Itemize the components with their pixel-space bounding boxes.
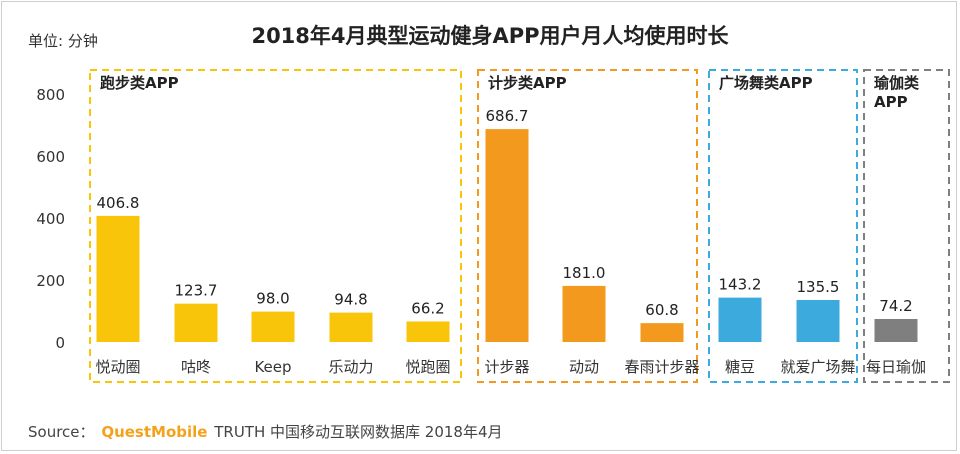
chart-title: 2018年4月典型运动健身APP用户月人均使用时长 — [251, 24, 729, 48]
data-label: 66.2 — [411, 299, 444, 317]
group-box — [477, 69, 698, 383]
y-tick-label: 800 — [36, 86, 65, 104]
bar — [718, 297, 762, 342]
data-label: 60.8 — [645, 301, 678, 319]
data-label: 94.8 — [334, 291, 367, 309]
y-axis-unit: 单位: 分钟 — [28, 32, 98, 50]
bar — [562, 285, 606, 342]
x-tick-label: 悦动圈 — [95, 358, 140, 376]
y-tick-label: 600 — [36, 148, 65, 166]
x-tick-label: 悦跑圈 — [405, 358, 450, 376]
data-label: 74.2 — [879, 297, 912, 315]
source-line: Source： QuestMobile TRUTH 中国移动互联网数据库 201… — [28, 421, 503, 442]
bar — [174, 303, 218, 342]
group-label: 计步类APP — [488, 74, 567, 92]
y-tick-label: 200 — [36, 272, 65, 290]
x-tick-label: 乐动力 — [328, 358, 373, 376]
bar — [251, 311, 295, 342]
bar — [640, 323, 684, 342]
bar — [329, 312, 373, 342]
group-label: 广场舞类APP — [719, 74, 813, 92]
bar — [796, 299, 840, 342]
source-brand-logo: QuestMobile — [101, 423, 208, 441]
bar — [406, 321, 450, 342]
data-label: 123.7 — [175, 282, 218, 300]
data-label: 135.5 — [797, 278, 840, 296]
data-label: 406.8 — [97, 194, 140, 212]
data-label: 98.0 — [256, 290, 289, 308]
group-label: 瑜伽类APP — [874, 74, 920, 111]
group-box — [708, 69, 858, 383]
y-tick-label: 0 — [55, 334, 65, 352]
data-label: 143.2 — [719, 276, 762, 294]
x-tick-label: 糖豆 — [725, 358, 755, 376]
bar — [96, 215, 140, 342]
x-tick-label: Keep — [254, 358, 291, 376]
group-box — [89, 69, 462, 383]
x-tick-label: 就爱广场舞 — [780, 358, 855, 376]
y-tick-label: 400 — [36, 210, 65, 228]
bar — [874, 318, 918, 342]
source-text: TRUTH 中国移动互联网数据库 2018年4月 — [214, 423, 503, 441]
bar — [485, 129, 529, 342]
data-label: 686.7 — [486, 107, 529, 125]
source-label: Source： — [28, 423, 95, 441]
x-tick-label: 计步器 — [484, 358, 529, 376]
x-tick-label: 咕咚 — [181, 358, 211, 376]
x-tick-label: 每日瑜伽 — [866, 358, 926, 376]
group-label: 跑步类APP — [100, 74, 179, 92]
x-tick-label: 动动 — [569, 358, 599, 376]
group-box — [863, 69, 950, 383]
x-tick-label: 春雨计步器 — [624, 358, 699, 376]
data-label: 181.0 — [563, 264, 606, 282]
